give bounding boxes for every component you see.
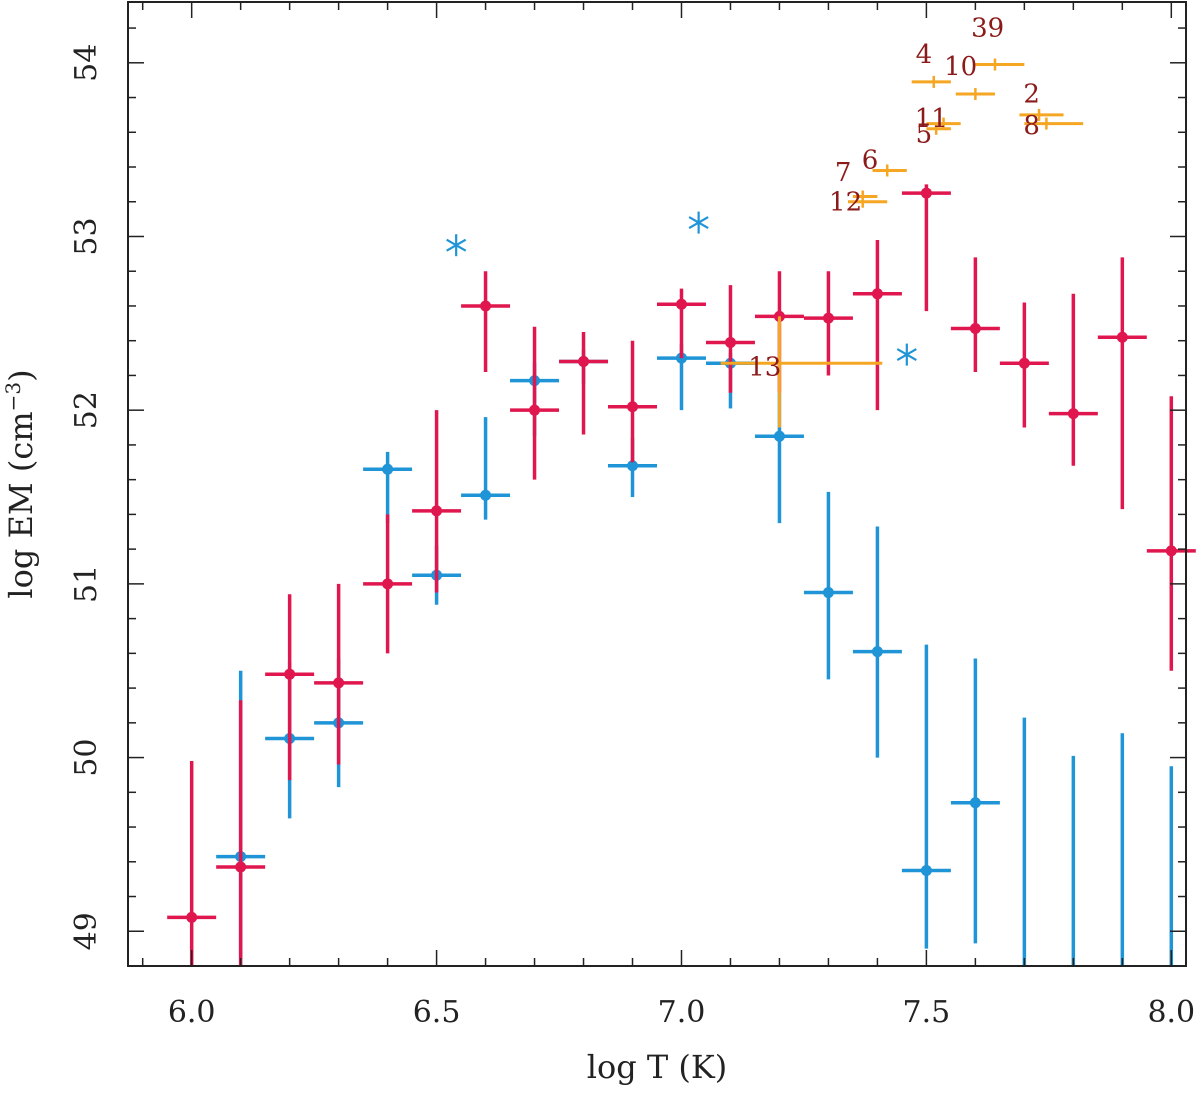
y-tick-label: 52	[69, 391, 104, 429]
annotation-label: 5	[916, 120, 933, 150]
red-point	[969, 323, 981, 335]
annotation-label: 4	[916, 40, 933, 70]
red-point	[1067, 408, 1079, 420]
x-tick-label: 7.0	[658, 995, 706, 1030]
annotation-label: 13	[748, 352, 781, 382]
x-tick-label: 8.0	[1147, 995, 1195, 1030]
red-point	[235, 861, 247, 873]
red-point	[529, 404, 541, 416]
blue-point	[773, 430, 785, 442]
x-axis-title: log T (K)	[587, 1048, 728, 1086]
plot-frame	[127, 1, 1187, 967]
y-axis-title-main: log EM (cm	[2, 411, 40, 598]
y-tick-label: 49	[69, 912, 104, 950]
red-point	[284, 668, 296, 680]
y-axis-title-sup: −3	[1, 382, 25, 411]
red-point	[431, 505, 443, 517]
red-point	[627, 401, 639, 413]
y-tick-label: 51	[69, 565, 104, 603]
annotation-label: 12	[829, 187, 862, 217]
red-point	[1018, 357, 1030, 369]
x-tick-label: 7.5	[903, 995, 951, 1030]
blue-point	[627, 460, 639, 472]
y-tick-label: 50	[69, 738, 104, 776]
blue-asterisk	[896, 348, 917, 362]
red-point	[675, 298, 687, 310]
red-point	[382, 578, 394, 590]
red-point	[871, 288, 883, 300]
blue-asterisk	[688, 216, 709, 230]
blue-point	[920, 864, 932, 876]
annotation-label: 11	[915, 104, 948, 134]
red-point	[1165, 545, 1177, 557]
y-tick-label: 54	[69, 44, 104, 82]
blue-point	[969, 797, 981, 809]
red-point	[578, 356, 590, 368]
red-point	[333, 677, 345, 689]
y-axis-title-close: )	[2, 369, 40, 381]
blue-asterisk	[446, 238, 467, 252]
x-tick-label: 6.5	[413, 995, 461, 1030]
blue-point	[382, 463, 394, 475]
annotation-label: 7	[835, 158, 852, 188]
annotation-label: 39	[971, 14, 1004, 44]
red-point	[480, 300, 492, 312]
y-tick-label: 53	[69, 217, 104, 255]
red-point	[1116, 331, 1128, 343]
red-point	[822, 312, 834, 324]
annotation-label: 8	[1023, 111, 1040, 141]
blue-point	[480, 489, 492, 501]
red-point	[186, 911, 198, 923]
blue-point	[822, 587, 834, 599]
y-axis-title: log EM (cm−3)	[1, 369, 40, 598]
annotation-label: 6	[862, 146, 879, 176]
annotation-label: 10	[944, 52, 977, 82]
red-point	[920, 187, 932, 199]
blue-point	[871, 646, 883, 658]
red-point	[724, 336, 736, 348]
x-tick-label: 6.0	[168, 995, 216, 1030]
annotation-label: 2	[1023, 80, 1040, 110]
